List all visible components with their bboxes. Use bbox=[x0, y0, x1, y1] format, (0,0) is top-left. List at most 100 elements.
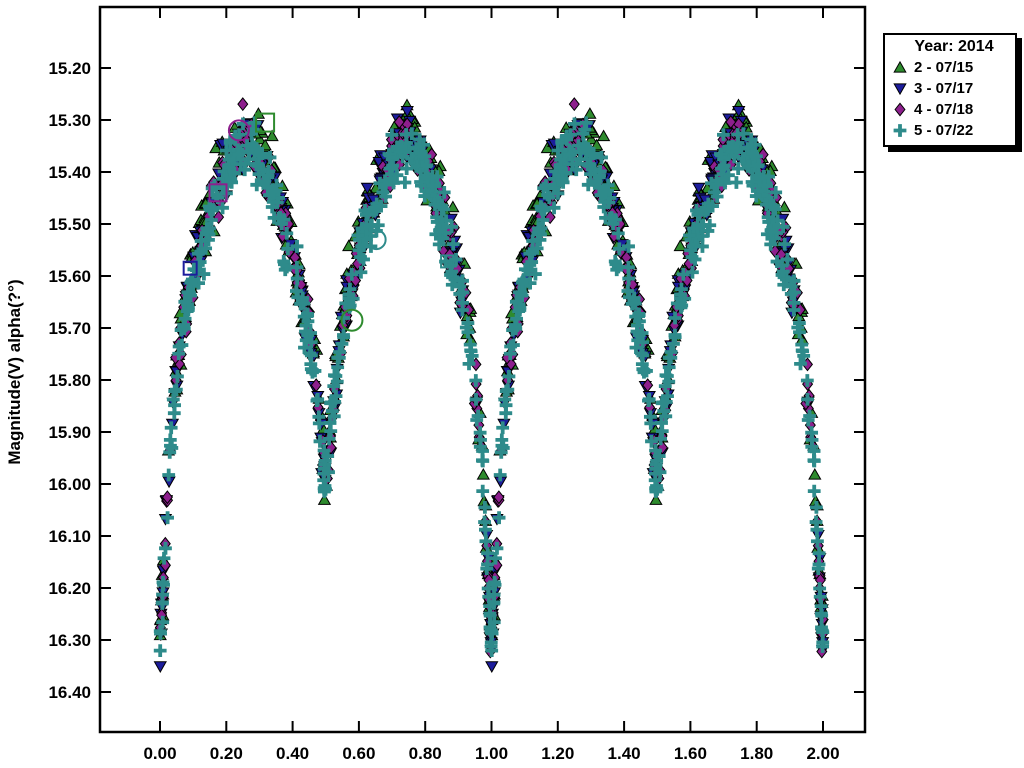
data-point bbox=[748, 138, 762, 152]
data-point bbox=[192, 276, 205, 290]
data-point bbox=[655, 424, 669, 438]
data-point bbox=[205, 181, 219, 195]
data-point bbox=[216, 201, 229, 215]
data-point bbox=[805, 433, 819, 447]
data-point bbox=[631, 333, 645, 347]
data-point bbox=[736, 152, 750, 165]
y-tick-label: 16.20 bbox=[48, 579, 91, 598]
data-point bbox=[368, 201, 381, 215]
x-tick-label: 1.20 bbox=[541, 744, 574, 763]
data-point bbox=[161, 511, 174, 525]
data-point bbox=[515, 276, 529, 290]
data-point bbox=[675, 299, 689, 312]
data-point bbox=[676, 267, 690, 281]
data-point bbox=[430, 210, 444, 224]
data-point bbox=[488, 578, 502, 592]
data-point bbox=[800, 374, 814, 387]
y-tick-label: 16.30 bbox=[48, 631, 91, 650]
data-point bbox=[445, 278, 459, 292]
x-tick-label: 1.40 bbox=[608, 744, 641, 763]
data-point bbox=[537, 181, 551, 195]
data-point bbox=[153, 644, 167, 658]
data-point bbox=[496, 441, 510, 455]
hollow-square-marker bbox=[255, 112, 276, 133]
y-tick-label: 15.80 bbox=[48, 371, 91, 390]
data-point bbox=[805, 440, 819, 454]
data-point bbox=[426, 179, 440, 193]
data-point bbox=[439, 255, 452, 268]
data-point bbox=[751, 158, 765, 172]
data-point bbox=[555, 136, 569, 150]
data-point bbox=[521, 263, 535, 277]
data-point bbox=[622, 272, 636, 285]
data-point bbox=[710, 190, 724, 203]
data-point bbox=[787, 303, 801, 317]
data-point bbox=[493, 468, 507, 482]
data-point bbox=[324, 396, 337, 410]
data-point bbox=[390, 168, 404, 182]
data-point bbox=[688, 253, 702, 266]
data-point bbox=[649, 481, 663, 495]
x-tick-label: 1.60 bbox=[674, 744, 707, 763]
data-point bbox=[261, 181, 275, 195]
data-point bbox=[592, 181, 606, 195]
plot-frame: 0.00 0.20 0.40 0.60 0.80 1.00 1.20 1.40 1.60 1.80… bbox=[48, 5, 867, 763]
data-point bbox=[506, 323, 519, 337]
data-point bbox=[760, 191, 774, 205]
data-point bbox=[384, 172, 397, 186]
data-point bbox=[265, 129, 279, 142]
data-point bbox=[355, 222, 369, 235]
data-point bbox=[611, 226, 625, 240]
data-point bbox=[194, 234, 208, 248]
data-point bbox=[760, 227, 774, 241]
data-point bbox=[685, 250, 699, 264]
data-point bbox=[351, 229, 365, 242]
data-point bbox=[649, 493, 663, 505]
data-point bbox=[354, 265, 368, 279]
plus-icon bbox=[893, 124, 907, 137]
data-point bbox=[809, 515, 823, 529]
data-point bbox=[764, 237, 778, 251]
data-point bbox=[317, 493, 332, 505]
data-point bbox=[414, 175, 427, 189]
data-point bbox=[413, 133, 427, 146]
data-point bbox=[456, 296, 469, 310]
x-tick-label: 1.80 bbox=[740, 744, 773, 763]
data-point bbox=[327, 409, 341, 423]
data-point bbox=[280, 226, 294, 240]
x-tick-label: 0.60 bbox=[342, 744, 375, 763]
data-point bbox=[193, 255, 207, 269]
data-point bbox=[611, 260, 625, 274]
data-point bbox=[352, 243, 366, 257]
data-point bbox=[487, 588, 501, 602]
data-point bbox=[692, 182, 706, 195]
data-point bbox=[258, 174, 272, 188]
data-point bbox=[476, 467, 490, 480]
data-point bbox=[165, 441, 179, 455]
data-point bbox=[382, 147, 396, 161]
data-point bbox=[710, 174, 723, 188]
data-point bbox=[662, 375, 676, 389]
data-point bbox=[809, 500, 823, 514]
y-tick-label: 16.40 bbox=[48, 683, 91, 702]
data-point bbox=[400, 136, 413, 150]
data-point bbox=[499, 398, 513, 412]
data-point bbox=[584, 149, 597, 163]
data-point bbox=[808, 467, 822, 480]
data-point bbox=[622, 239, 635, 253]
data-point bbox=[515, 289, 529, 303]
data-point bbox=[168, 398, 181, 412]
data-point bbox=[598, 184, 612, 198]
data-point bbox=[391, 140, 405, 154]
data-point bbox=[778, 237, 792, 251]
data-point bbox=[290, 272, 304, 285]
data-point bbox=[410, 159, 424, 173]
data-point bbox=[236, 117, 250, 131]
data-point bbox=[695, 219, 709, 233]
data-point bbox=[715, 172, 729, 186]
data-point bbox=[354, 250, 367, 264]
data-point bbox=[197, 267, 211, 281]
y-tick-label: 15.20 bbox=[48, 59, 91, 78]
y-tick-label: 15.40 bbox=[48, 163, 91, 182]
data-point bbox=[343, 282, 357, 296]
